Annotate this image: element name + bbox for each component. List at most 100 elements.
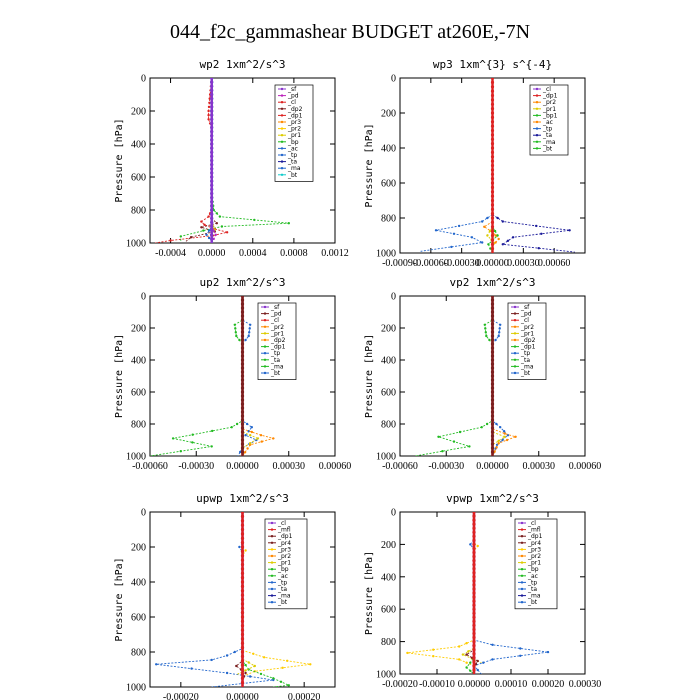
data-point bbox=[490, 434, 495, 438]
data-point bbox=[472, 542, 476, 547]
data-point bbox=[490, 115, 495, 119]
data-point bbox=[286, 659, 289, 662]
data-point bbox=[472, 530, 476, 534]
data-point bbox=[495, 446, 498, 449]
data-point bbox=[215, 222, 218, 225]
data-point bbox=[210, 167, 214, 171]
data-point bbox=[472, 619, 476, 624]
data-point bbox=[469, 669, 472, 672]
data-point bbox=[210, 158, 214, 163]
legend-marker bbox=[520, 587, 524, 591]
data-point bbox=[472, 599, 476, 603]
y-tick-label: 0 bbox=[391, 74, 396, 85]
legend-marker bbox=[513, 305, 517, 309]
legend-marker bbox=[535, 147, 539, 150]
data-point bbox=[495, 422, 498, 426]
y-tick-label: 0 bbox=[391, 508, 396, 519]
data-point bbox=[256, 437, 260, 440]
data-point bbox=[210, 80, 214, 84]
series-line-bp bbox=[180, 78, 289, 242]
legend-box bbox=[507, 302, 547, 380]
data-point bbox=[490, 310, 495, 314]
data-point bbox=[490, 242, 495, 246]
data-point bbox=[240, 624, 245, 628]
data-point bbox=[485, 422, 489, 426]
data-point bbox=[191, 441, 194, 444]
data-point bbox=[490, 107, 495, 111]
y-tick-label: 0 bbox=[391, 292, 396, 303]
data-point bbox=[472, 603, 476, 607]
data-point bbox=[496, 234, 499, 237]
data-point bbox=[240, 302, 245, 306]
data-point bbox=[210, 121, 214, 125]
data-point bbox=[240, 663, 245, 667]
data-point bbox=[546, 650, 550, 654]
x-tick-label: -0.00030 bbox=[178, 461, 214, 472]
data-point bbox=[499, 426, 502, 429]
y-tick-label: 200 bbox=[131, 543, 146, 554]
data-point bbox=[490, 124, 495, 128]
legend-label: _dp1 bbox=[542, 93, 558, 100]
y-tick-label: 800 bbox=[131, 206, 146, 217]
data-point bbox=[240, 402, 245, 406]
data-point bbox=[214, 233, 217, 236]
legend-box bbox=[274, 84, 314, 182]
legend-box bbox=[514, 518, 558, 610]
data-point bbox=[240, 370, 245, 374]
data-point bbox=[210, 200, 214, 204]
data-point bbox=[240, 567, 245, 571]
data-point bbox=[495, 443, 499, 446]
data-point bbox=[499, 323, 502, 326]
data-point bbox=[240, 589, 245, 593]
legend-marker bbox=[263, 305, 267, 309]
data-point bbox=[490, 247, 495, 251]
data-point bbox=[240, 442, 245, 446]
data-point bbox=[240, 374, 245, 378]
data-point bbox=[490, 314, 495, 318]
y-tick-label: 200 bbox=[131, 107, 146, 118]
data-point bbox=[210, 125, 214, 130]
legend-label: _pd bbox=[520, 311, 532, 318]
data-point bbox=[472, 538, 476, 543]
legend-label: _dp1 bbox=[527, 533, 543, 540]
series-group bbox=[155, 78, 290, 243]
data-point bbox=[240, 667, 245, 672]
legend-marker bbox=[513, 338, 517, 342]
legend-marker bbox=[263, 319, 267, 322]
data-point bbox=[249, 434, 252, 437]
legend-label: _cl bbox=[277, 520, 286, 527]
plot-frame bbox=[149, 77, 336, 244]
data-point bbox=[240, 310, 245, 314]
data-point bbox=[210, 224, 214, 229]
x-tick-label: 0.0004 bbox=[239, 248, 267, 259]
data-point bbox=[505, 438, 509, 442]
legend-label: _ta bbox=[527, 586, 537, 593]
data-point bbox=[494, 234, 497, 237]
data-point bbox=[486, 234, 489, 237]
data-point bbox=[235, 664, 238, 668]
data-point bbox=[191, 433, 194, 436]
y-tick-label: 400 bbox=[131, 356, 146, 367]
data-point bbox=[249, 442, 252, 445]
data-point bbox=[240, 318, 245, 322]
data-point bbox=[490, 89, 495, 93]
legend-marker bbox=[263, 338, 267, 342]
data-point bbox=[240, 410, 245, 414]
data-point bbox=[240, 438, 245, 442]
data-point bbox=[249, 675, 252, 678]
legend-label: _tp bbox=[542, 126, 552, 133]
data-point bbox=[472, 607, 476, 611]
data-point bbox=[240, 654, 245, 659]
data-point bbox=[432, 648, 435, 651]
data-point bbox=[490, 306, 495, 310]
data-point bbox=[240, 545, 245, 549]
data-point bbox=[481, 241, 484, 244]
data-point bbox=[467, 650, 470, 653]
data-point bbox=[240, 527, 245, 532]
data-point bbox=[490, 362, 495, 366]
data-point bbox=[249, 323, 252, 326]
data-point bbox=[234, 331, 237, 334]
legend-marker bbox=[270, 554, 274, 558]
data-point bbox=[452, 232, 456, 235]
